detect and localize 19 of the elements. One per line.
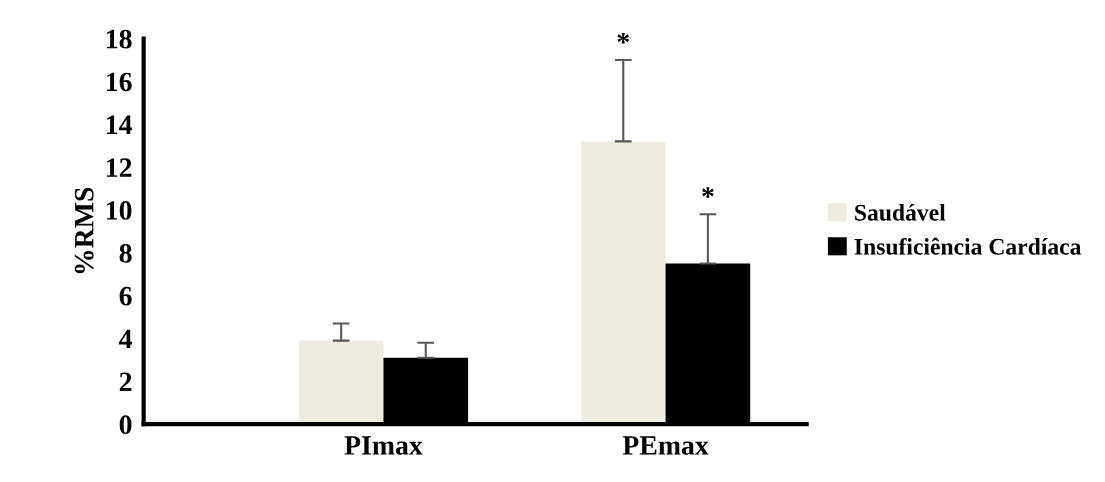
legend-label: Insuficiência Cardíaca xyxy=(854,237,1082,255)
x-tick-label: PEmax xyxy=(622,436,709,455)
x-tick-label: PImax xyxy=(344,436,423,455)
y-axis-title: %RMS xyxy=(74,187,94,274)
annotation: * xyxy=(617,32,630,44)
y-tick-label: 16 xyxy=(106,72,132,92)
bar xyxy=(298,340,384,425)
y-tick-label: 10 xyxy=(106,201,132,220)
y-tick-label: 0 xyxy=(119,415,132,435)
y-tick-label: 6 xyxy=(119,286,132,306)
annotation: * xyxy=(702,187,714,198)
y-tick-label: 4 xyxy=(119,329,133,349)
bar xyxy=(580,141,666,425)
y-tick-label: 14 xyxy=(106,115,133,134)
y-tick-label: 2 xyxy=(119,372,132,391)
y-tick-label: 8 xyxy=(119,243,132,263)
y-tick-label: 12 xyxy=(106,158,132,177)
legend-label: Saudável xyxy=(855,204,946,221)
y-tick-label: 18 xyxy=(106,29,132,49)
